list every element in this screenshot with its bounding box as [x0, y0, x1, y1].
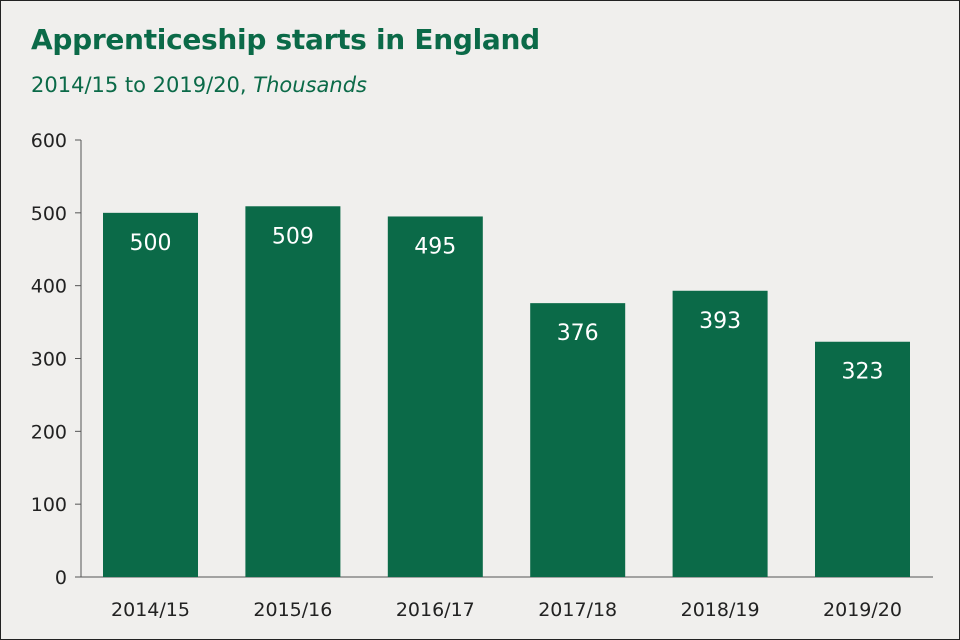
- bar-value-label: 376: [557, 321, 599, 346]
- bar-value-label: 393: [699, 309, 741, 334]
- x-tick-label: 2017/18: [538, 599, 617, 621]
- bar: [530, 303, 626, 577]
- chart-title: Apprenticeship starts in England: [31, 23, 540, 56]
- bar: [672, 290, 768, 577]
- chart-subtitle: 2014/15 to 2019/20, Thousands: [31, 73, 367, 97]
- x-tick-label: 2018/19: [681, 599, 760, 621]
- x-tick-label: 2014/15: [111, 599, 190, 621]
- y-tick-label: 500: [31, 203, 67, 225]
- subtitle-period: 2014/15 to 2019/20,: [31, 73, 247, 97]
- x-tick-label: 2015/16: [253, 599, 332, 621]
- bar: [245, 206, 341, 578]
- subtitle-unit: Thousands: [253, 73, 367, 97]
- bar: [815, 341, 910, 577]
- y-tick-label: 0: [55, 567, 67, 589]
- y-tick-label: 300: [31, 349, 67, 371]
- bar: [387, 216, 483, 577]
- bar-value-label: 509: [272, 224, 314, 249]
- bar-value-label: 500: [130, 231, 172, 256]
- y-tick-label: 600: [31, 130, 67, 152]
- x-tick-label: 2016/17: [396, 599, 475, 621]
- y-tick-label: 400: [31, 276, 67, 298]
- bar-value-label: 323: [842, 360, 884, 385]
- x-tick-label: 2019/20: [823, 599, 902, 621]
- bar-value-label: 495: [414, 234, 456, 259]
- y-tick-label: 200: [31, 421, 67, 443]
- y-tick-label: 100: [31, 494, 67, 516]
- bar: [103, 212, 198, 578]
